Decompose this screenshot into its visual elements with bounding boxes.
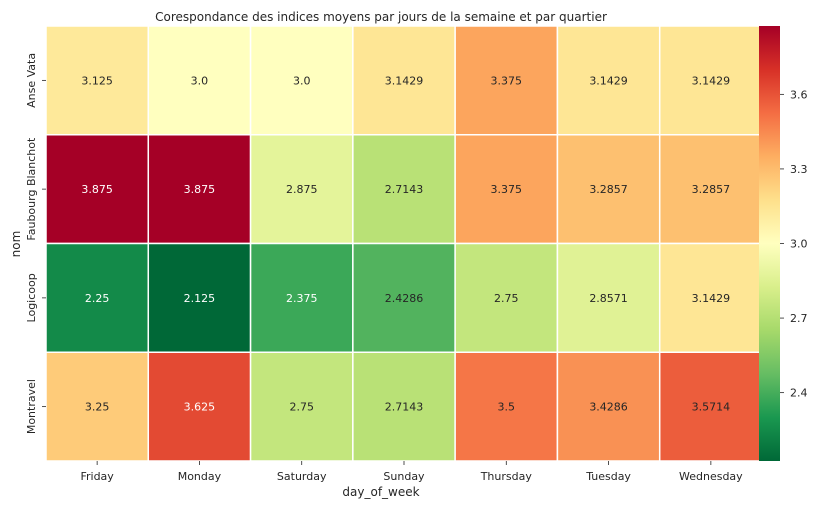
cell-value-label: 3.625 (184, 401, 216, 414)
cell-value-label: 2.75 (494, 292, 519, 305)
cell-value-label: 3.4286 (589, 401, 628, 414)
cell-value-label: 3.125 (81, 74, 113, 87)
heatmap-cell (658, 134, 763, 245)
cell-value-label: 3.1429 (385, 74, 424, 87)
colorbar-ticks: 2.4 2.7 3.0 3.3 3.6 (780, 88, 808, 400)
heatmap-cell (45, 351, 150, 462)
x-axis-label: day_of_week (342, 485, 419, 499)
heatmap-cell (352, 351, 456, 462)
y-tick-label: Logicoop (25, 273, 38, 322)
cell-value-label: 3.25 (85, 401, 110, 414)
x-tick-label: Thursday (480, 470, 533, 483)
heatmap-cell (147, 25, 252, 136)
x-axis-ticks: Friday Monday Saturday Sunday Thursday Tuesda… (80, 461, 743, 483)
colorbar-tick-label: 3.6 (790, 88, 808, 101)
cell-value-label: 3.5 (498, 401, 516, 414)
cell-value-label: 3.5714 (692, 401, 731, 414)
cell-value-label: 3.0 (191, 74, 209, 87)
x-tick-label: Friday (80, 470, 114, 483)
heatmap-cell (454, 134, 559, 245)
heatmap-cell (249, 134, 354, 245)
cell-value-label: 2.4286 (385, 292, 424, 305)
cell-value-label: 2.125 (184, 292, 216, 305)
heatmap-cell (658, 242, 763, 353)
cell-value-label: 2.375 (286, 292, 318, 305)
x-tick-label: Sunday (383, 470, 425, 483)
heatmap-cell (556, 351, 661, 462)
x-tick-label: Saturday (277, 470, 327, 483)
cell-value-label: 2.25 (85, 292, 110, 305)
x-tick-label: Monday (178, 470, 222, 483)
cell-value-label: 2.7143 (385, 183, 424, 196)
cell-value-label: 3.375 (491, 183, 523, 196)
heatmap-cell-labels: 3.125 3.0 3.0 3.1429 3.375 3.1429 3.1429 3.875 3… (81, 74, 730, 413)
cell-value-label: 3.375 (491, 74, 523, 87)
y-axis-label: nom (9, 231, 23, 258)
cell-value-label: 3.875 (184, 183, 216, 196)
heatmap-cell (147, 351, 252, 462)
x-tick-label: Wednesday (679, 470, 743, 483)
colorbar-tick-label: 3.3 (790, 163, 808, 176)
cell-value-label: 2.8571 (589, 292, 628, 305)
heatmap-cell (147, 242, 252, 353)
heatmap-cell (556, 25, 661, 136)
heatmap-cell (249, 242, 354, 353)
heatmap-cell (658, 351, 763, 462)
cell-value-label: 3.1429 (692, 74, 731, 87)
y-tick-label: Anse Vata (25, 53, 38, 108)
heatmap-cells (45, 25, 763, 462)
colorbar (759, 26, 780, 461)
colorbar-tick-label: 3.0 (790, 238, 808, 251)
x-tick-label: Tuesday (585, 470, 631, 483)
heatmap-cell (249, 25, 354, 136)
y-axis-ticks: Anse Vata Faubourg Blanchot Logicoop Montra… (25, 53, 46, 434)
y-tick-label: Faubourg Blanchot (25, 137, 38, 241)
heatmap-cell (454, 242, 559, 353)
cell-value-label: 3.1429 (692, 292, 731, 305)
cell-value-label: 3.1429 (589, 74, 628, 87)
cell-value-label: 3.2857 (589, 183, 628, 196)
cell-value-label: 3.0 (293, 74, 311, 87)
y-tick-label: Montravel (25, 379, 38, 434)
cell-value-label: 2.875 (286, 183, 318, 196)
cell-value-label: 3.2857 (692, 183, 731, 196)
cell-value-label: 2.7143 (385, 401, 424, 414)
chart-title: Corespondance des indices moyens par jou… (155, 10, 607, 24)
cell-value-label: 2.75 (289, 401, 314, 414)
heatmap-cell (352, 25, 456, 136)
heatmap-cell (352, 242, 456, 353)
colorbar-tick-label: 2.7 (790, 312, 808, 325)
cell-value-label: 3.875 (81, 183, 113, 196)
heatmap-cell (556, 242, 661, 353)
heatmap-cell (45, 25, 150, 136)
colorbar-tick-label: 2.4 (790, 387, 808, 400)
